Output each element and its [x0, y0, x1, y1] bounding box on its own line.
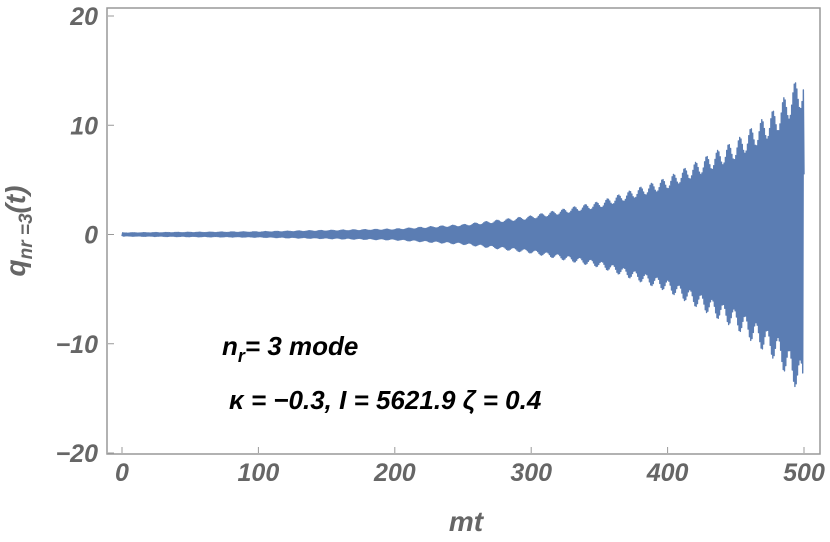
y-tick-label: 20: [69, 3, 98, 31]
y-tick-label: −10: [56, 331, 99, 359]
y-axis-label-subscript: nr =3: [16, 213, 37, 259]
y-axis-ticks: 20 10 0 −10 −20: [56, 3, 114, 468]
x-tick-label: 0: [115, 459, 129, 487]
x-tick-label: 200: [373, 459, 416, 487]
x-tick-label: 400: [646, 459, 689, 487]
x-tick-label: 500: [783, 459, 825, 487]
y-axis-label-main: q: [0, 259, 31, 276]
x-tick-label: 100: [238, 459, 280, 487]
svg-text:qnr =3(t): qnr =3(t): [0, 185, 37, 276]
y-axis-label: qnr =3(t): [0, 185, 37, 276]
annotation-mode-subscript: r: [238, 346, 246, 366]
y-tick-label: 10: [70, 112, 98, 140]
y-tick-label: 0: [84, 222, 98, 250]
y-axis-label-suffix: (t): [0, 185, 31, 213]
annotation-mode-rest: = 3 mode: [245, 331, 358, 361]
series-line: [121, 82, 805, 388]
annotation-mode-main: n: [222, 331, 238, 361]
x-axis-ticks: 0 100 200 300 400 500: [115, 447, 825, 487]
annotation-mode: nr= 3 mode: [222, 331, 358, 366]
x-axis-label: mt: [449, 506, 485, 537]
y-tick-label: −20: [56, 440, 99, 468]
plot-frame: [106, 7, 821, 455]
annotation-parameters: κ = −0.3, I = 5621.9 ζ = 0.4: [229, 385, 542, 415]
x-tick-label: 300: [510, 459, 552, 487]
